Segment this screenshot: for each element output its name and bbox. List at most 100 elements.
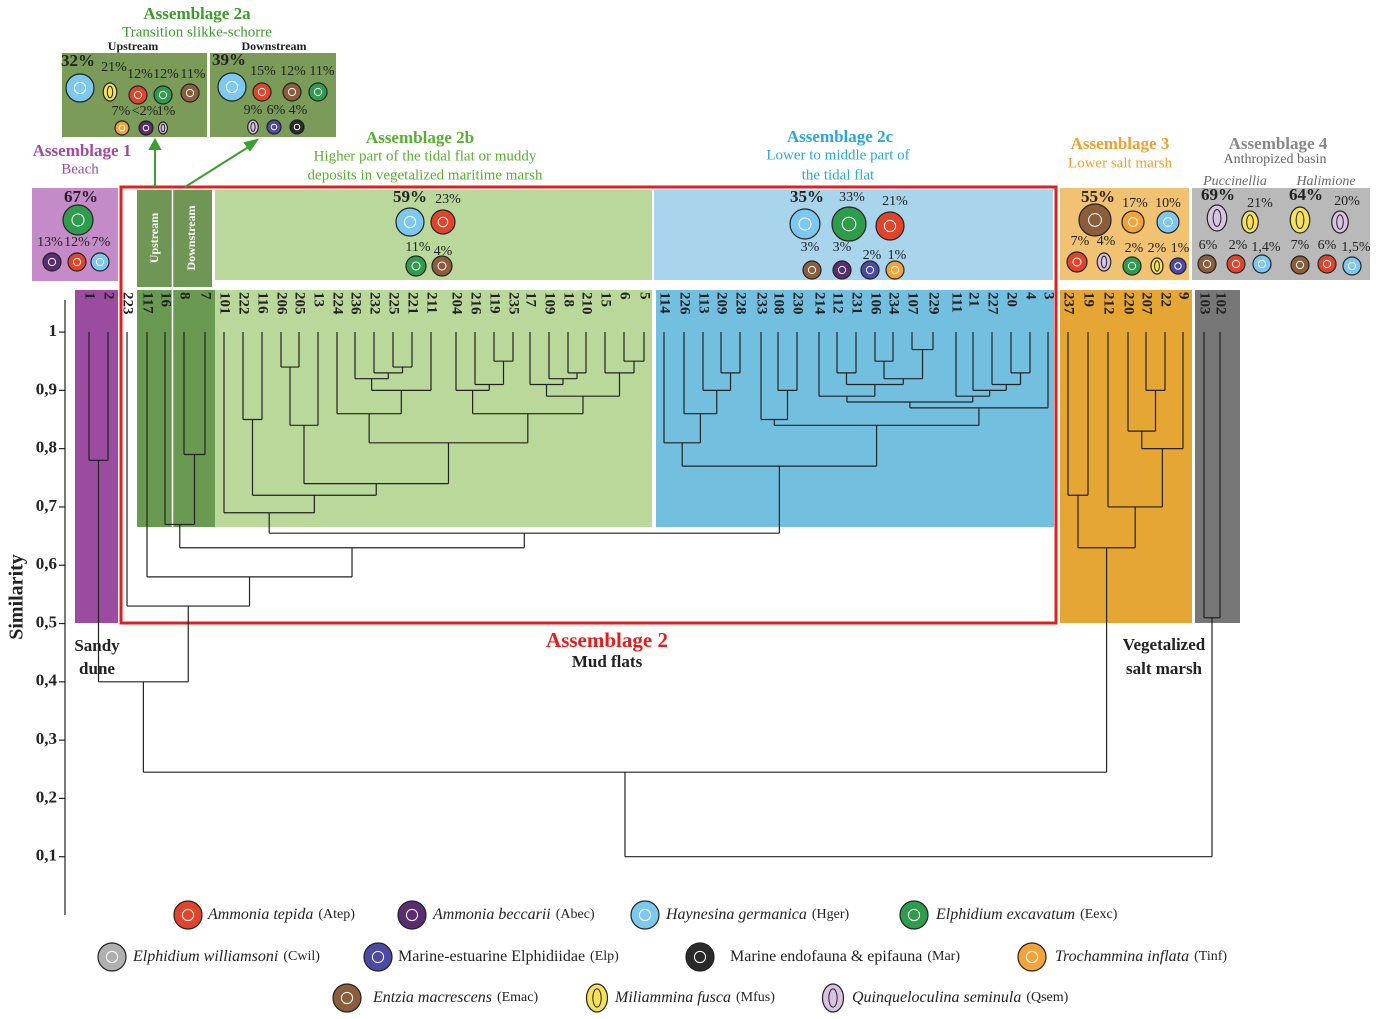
icon-body (1252, 254, 1272, 274)
leaf-label: 214 (812, 292, 828, 315)
legend-name: Elphidium williamsoni (132, 948, 278, 965)
legend-code: (Atep) (318, 907, 355, 922)
assemblage-2-frame (119, 185, 1058, 625)
percent-label: 3% (833, 240, 852, 255)
leaf-label: 103 (1197, 292, 1213, 315)
icon-body (308, 82, 328, 102)
icon-detail (907, 908, 921, 922)
leaf-label: 7 (198, 292, 214, 300)
subtitle-2c: the tidal flat (802, 167, 875, 183)
species-icon (1252, 254, 1272, 274)
leaf-label: 206 (274, 292, 290, 315)
leaf-label: 223 (120, 292, 136, 315)
icon-body (1290, 255, 1310, 275)
icon-body (1342, 256, 1362, 276)
percent-label: 21% (1247, 196, 1273, 211)
strip-down (173, 190, 212, 287)
legend-entry: Ammonia tepida (Atep) (207, 906, 355, 923)
icon-detail (287, 87, 297, 97)
leaf-label: 216 (468, 292, 484, 315)
icon-body (1317, 254, 1337, 274)
icon-body (266, 119, 282, 135)
leaf-label: 237 (1061, 292, 1077, 315)
icon-body (1122, 256, 1142, 276)
percent-label: 3% (801, 240, 820, 255)
icon-detail (1231, 259, 1241, 269)
species-icon (90, 252, 110, 272)
species-icon (363, 942, 393, 972)
species-icon (431, 255, 453, 277)
icon-body (97, 942, 127, 972)
icon-detail (1347, 261, 1357, 271)
icon-body (1197, 254, 1217, 274)
icon-body (831, 206, 867, 242)
icon-body (405, 255, 427, 277)
legend-code: (Elp) (590, 949, 619, 964)
icon-body (1150, 257, 1164, 275)
title-2b: Assemblage 2b (366, 128, 474, 147)
species-icon (1226, 254, 1246, 274)
icon-detail (118, 124, 126, 132)
leaf-label: 17 (523, 292, 539, 308)
species-icon (1122, 256, 1142, 276)
leaf-label: 3 (1041, 292, 1057, 300)
leaf-label: 225 (386, 292, 402, 315)
percent-label: 64% (1289, 185, 1323, 204)
title-2a: Assemblage 2a (143, 4, 251, 23)
leaf-label: 13 (311, 292, 327, 307)
icon-body (1156, 210, 1180, 234)
legend-code: (Mar) (927, 949, 960, 964)
icon-detail (405, 908, 419, 922)
icon-body (1066, 251, 1088, 273)
icon-detail (160, 123, 166, 133)
species-icon (153, 85, 173, 105)
icon-body (1241, 210, 1259, 234)
group-label: Vegetalized (1123, 635, 1206, 654)
icon-body (832, 260, 852, 280)
leaf-label: 119 (487, 292, 503, 314)
icon-body (114, 120, 130, 136)
group-title: Assemblage 2 (546, 628, 668, 652)
strip-label: Downstream (184, 205, 198, 270)
icon-body (585, 983, 609, 1013)
species-icon (157, 121, 169, 135)
leaf-label: 224 (330, 292, 346, 315)
species-icon (860, 260, 880, 280)
group-label: Sandy (74, 636, 120, 655)
title-3: Assemblage 3 (1071, 134, 1170, 153)
band-basin (1195, 290, 1240, 623)
icon-detail (95, 257, 105, 267)
percent-label: 7% (1071, 234, 1090, 249)
legend-entry: Ammonia beccarii (Abec) (432, 906, 595, 923)
arrows (148, 137, 260, 188)
leaf-label: 114 (657, 292, 673, 314)
species-icon (1317, 254, 1337, 274)
icon-body (217, 72, 247, 102)
icon-detail (158, 90, 168, 100)
leaf-label: 209 (714, 292, 730, 315)
leaf-label: 8 (177, 292, 193, 300)
icon-body (1078, 203, 1112, 237)
species-icon (899, 900, 929, 930)
leaf-label: 2 (101, 292, 117, 300)
percent-label: 1% (888, 248, 907, 263)
legend-code: (Tinf) (1194, 949, 1227, 964)
icon-body (1169, 257, 1187, 275)
leaf-label: 18 (561, 292, 577, 307)
leaf-label: 227 (985, 292, 1001, 315)
percent-label: 39% (212, 50, 246, 69)
legend-entry: Marine-estuarine Elphidiidae (Elp) (398, 948, 619, 965)
legend-entry: Elphidium excavatum (Eexc) (935, 906, 1118, 923)
icon-detail (1212, 209, 1222, 227)
species-icon (1096, 252, 1112, 272)
legend-code: (Cwil) (283, 949, 320, 964)
icon-body (363, 942, 393, 972)
percent-label: 4% (289, 103, 308, 118)
icon-detail (1088, 213, 1102, 227)
percent-label: 12% (64, 235, 90, 250)
icon-body (860, 260, 880, 280)
legend-entry: Trochammina inflata (Tinf) (1055, 948, 1227, 965)
leaf-label: 232 (367, 292, 383, 315)
percent-label: 1,4% (1251, 240, 1281, 255)
percent-label: 2% (1148, 241, 1167, 256)
